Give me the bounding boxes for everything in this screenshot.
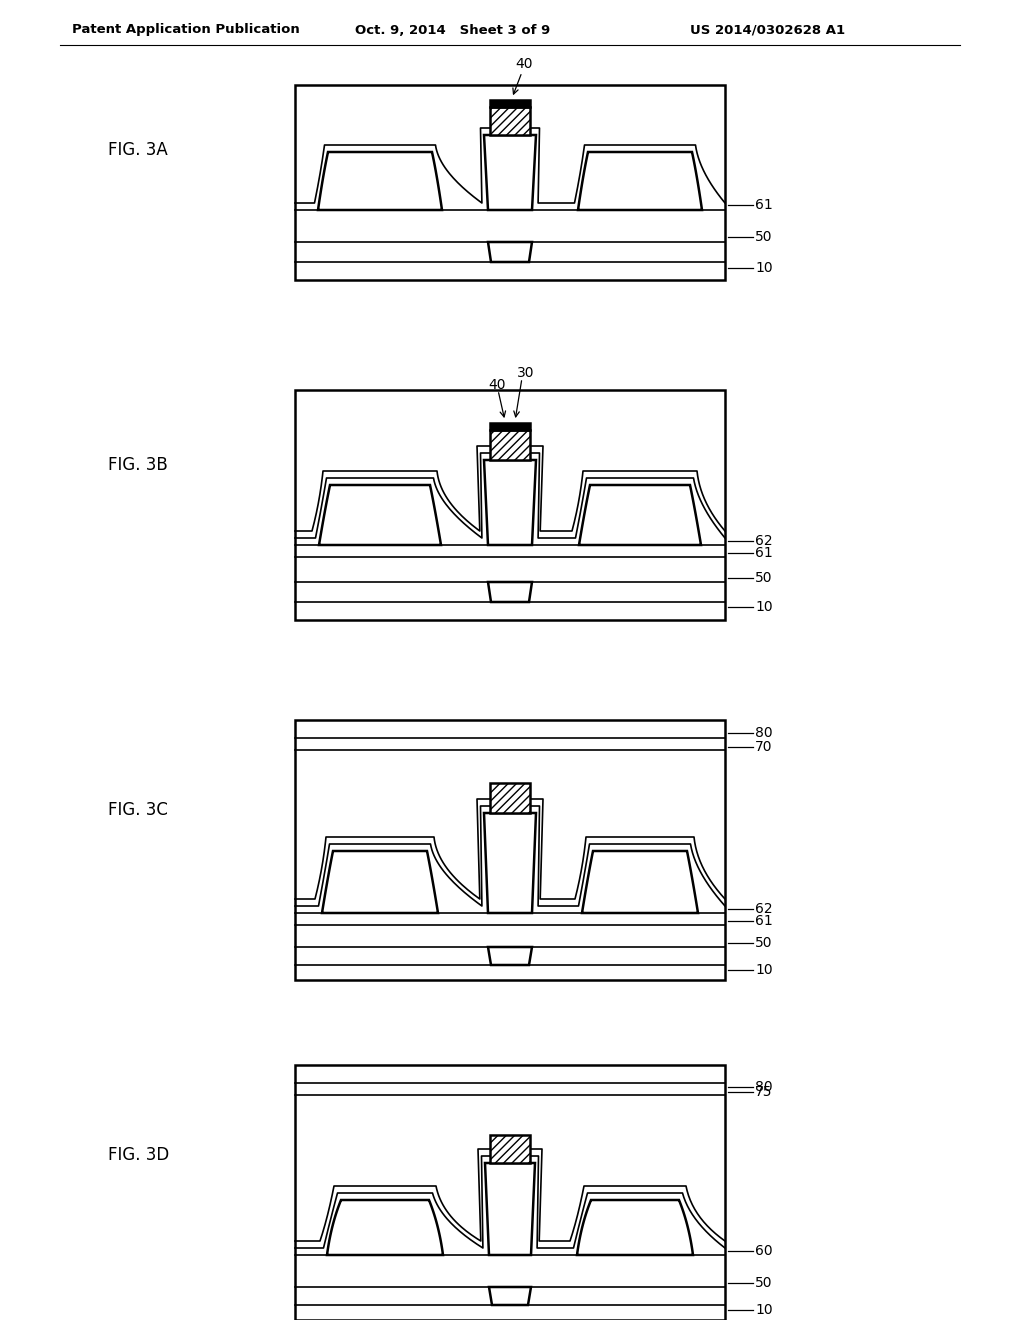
Bar: [295, 719, 725, 979]
Polygon shape: [577, 1200, 693, 1255]
Polygon shape: [485, 1163, 535, 1255]
Text: FIG. 3B: FIG. 3B: [108, 455, 168, 474]
Polygon shape: [484, 135, 536, 210]
Text: FIG. 3D: FIG. 3D: [108, 1146, 169, 1164]
Text: 30: 30: [517, 366, 535, 380]
Polygon shape: [327, 1200, 443, 1255]
Bar: [490, 783, 530, 813]
Text: US 2014/0302628 A1: US 2014/0302628 A1: [690, 24, 845, 37]
Polygon shape: [489, 1287, 531, 1305]
Text: 75: 75: [755, 1085, 772, 1100]
Polygon shape: [579, 484, 701, 545]
Bar: [295, 84, 725, 280]
Text: 61: 61: [755, 546, 773, 560]
Text: 50: 50: [755, 230, 772, 244]
Text: 10: 10: [755, 1303, 773, 1317]
Text: 10: 10: [755, 601, 773, 614]
Polygon shape: [488, 582, 532, 602]
Bar: [490, 100, 530, 107]
Text: 50: 50: [755, 1276, 772, 1290]
Text: 80: 80: [755, 726, 773, 741]
Text: 61: 61: [755, 913, 773, 928]
Text: 80: 80: [755, 1080, 773, 1094]
Polygon shape: [484, 813, 536, 913]
Polygon shape: [488, 242, 532, 261]
Polygon shape: [484, 459, 536, 545]
Polygon shape: [319, 484, 441, 545]
Text: 40: 40: [515, 57, 532, 71]
Bar: [490, 430, 530, 459]
Text: FIG. 3A: FIG. 3A: [108, 141, 168, 158]
Polygon shape: [488, 946, 532, 965]
Text: 70: 70: [755, 741, 772, 754]
Text: 62: 62: [755, 535, 773, 548]
Text: 50: 50: [755, 572, 772, 585]
Bar: [490, 1135, 530, 1163]
Text: 61: 61: [755, 198, 773, 213]
Text: Oct. 9, 2014   Sheet 3 of 9: Oct. 9, 2014 Sheet 3 of 9: [355, 24, 550, 37]
Text: 10: 10: [755, 964, 773, 977]
Text: 62: 62: [755, 902, 773, 916]
Text: 10: 10: [755, 261, 773, 275]
Polygon shape: [578, 152, 702, 210]
Bar: [490, 422, 530, 430]
Bar: [295, 389, 725, 620]
Polygon shape: [582, 851, 698, 913]
Text: 60: 60: [755, 1243, 773, 1258]
Bar: [295, 1065, 725, 1320]
Polygon shape: [318, 152, 442, 210]
Text: FIG. 3C: FIG. 3C: [108, 801, 168, 818]
Polygon shape: [322, 851, 438, 913]
Bar: [490, 107, 530, 135]
Text: Patent Application Publication: Patent Application Publication: [72, 24, 300, 37]
Text: 40: 40: [488, 378, 506, 392]
Text: 50: 50: [755, 936, 772, 950]
